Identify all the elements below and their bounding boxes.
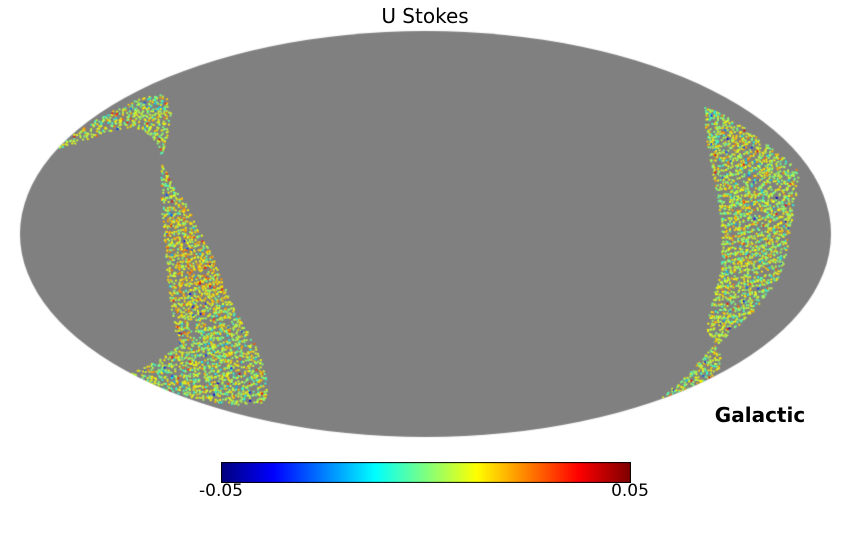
coordinate-system-label: Galactic [714,403,806,427]
plot-title: U Stokes [381,4,469,28]
colorbar-tick-max: 0.05 [611,481,649,501]
sky-map-canvas [0,0,850,460]
colorbar-canvas [221,462,631,483]
colorbar-tick-min: -0.05 [199,481,243,501]
